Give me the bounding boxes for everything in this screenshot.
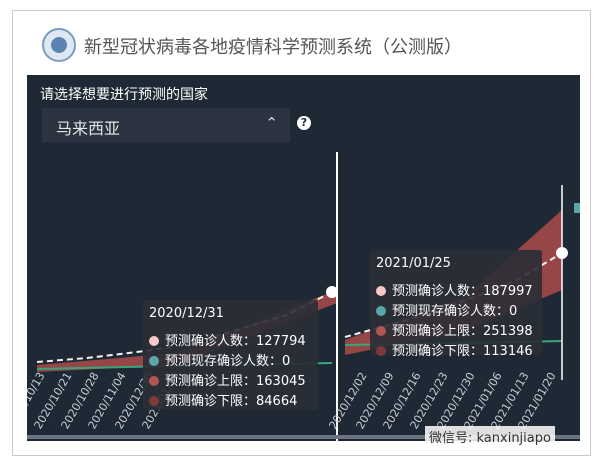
legend-dot — [149, 396, 159, 406]
tooltip-row: 预测确诊上限：251398 — [376, 320, 533, 339]
tooltip-row: 预测现存确诊人数：0 — [376, 300, 517, 319]
legend-marker — [574, 203, 580, 213]
tooltip-value: 127794 — [256, 334, 306, 349]
tooltip-label: 预测现存确诊人数： — [165, 354, 283, 369]
tooltip-row: 预测确诊人数：187997 — [376, 280, 533, 299]
tooltip: 2020/12/31 预测确诊人数：127794 预测现存确诊人数：0 预测确诊上限：… — [143, 300, 318, 410]
tooltip-value: 0 — [509, 304, 518, 319]
tooltip-label: 预测确诊上限： — [165, 374, 257, 389]
help-icon[interactable]: ? — [297, 116, 311, 130]
tooltip-row: 预测确诊上限：163045 — [149, 370, 306, 389]
select-label: 请选择想要进行预测的国家 — [40, 87, 208, 103]
tooltip-date: 2021/01/25 — [376, 256, 451, 271]
legend-dot — [149, 356, 159, 366]
tooltip-label: 预测确诊下限： — [392, 344, 484, 359]
tooltip-value: 0 — [282, 354, 291, 369]
logo — [42, 28, 76, 62]
tooltip-row: 预测确诊人数：127794 — [149, 330, 306, 349]
tooltip-value: 84664 — [256, 394, 298, 409]
caret-icon: ⌃ — [265, 114, 278, 132]
logo-mark — [51, 37, 67, 53]
selected-country: 马来西亚 — [56, 119, 121, 138]
tooltip-label: 预测确诊下限： — [165, 394, 257, 409]
tooltip-label: 预测确诊人数： — [165, 334, 257, 349]
legend-dot — [149, 336, 159, 346]
tooltip-row: 预测确诊下限：84664 — [149, 390, 297, 409]
tooltip-label: 预测确诊上限： — [392, 324, 484, 339]
legend-dot — [376, 286, 386, 296]
tooltip-value: 251398 — [483, 324, 533, 339]
country-select[interactable]: 马来西亚 ⌃ — [42, 108, 290, 142]
tooltip-date: 2020/12/31 — [149, 306, 224, 321]
legend-dot — [376, 306, 386, 316]
legend-dot — [376, 326, 386, 336]
legend-dot — [376, 346, 386, 356]
tooltip-value: 187997 — [483, 284, 533, 299]
watermark: 微信号: kanxinjiapo — [425, 426, 555, 447]
tooltip-value: 113146 — [483, 344, 533, 359]
page-title: 新型冠状病毒各地疫情科学预测系统（公测版） — [84, 37, 462, 58]
panel: 2020/10/13 2020/10/21 2020/10/28 2020/11/04… — [27, 75, 580, 441]
point — [326, 286, 338, 298]
tooltip: 2021/01/25 预测确诊人数：187997 预测现存确诊人数：0 预测确诊上限：… — [370, 250, 542, 359]
tooltip-row: 预测确诊下限：113146 — [376, 340, 533, 359]
tooltip-label: 预测现存确诊人数： — [392, 304, 510, 319]
tooltip-value: 163045 — [256, 374, 306, 389]
tooltip-row: 预测现存确诊人数：0 — [149, 350, 290, 369]
legend-dot — [149, 376, 159, 386]
tooltip-label: 预测确诊人数： — [392, 284, 484, 299]
